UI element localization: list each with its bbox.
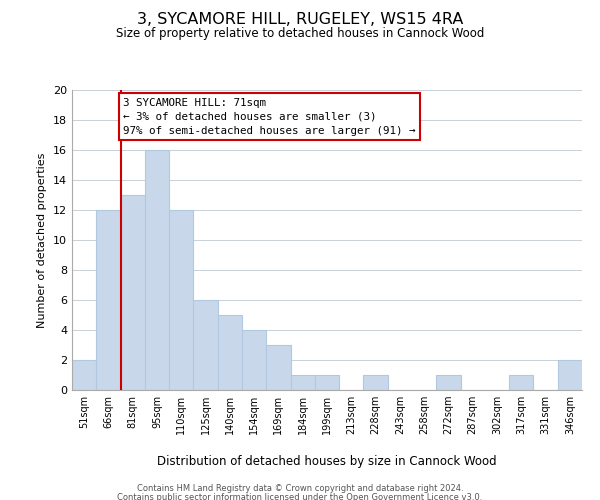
Bar [364,375,388,390]
Text: Contains HM Land Registry data © Crown copyright and database right 2024.: Contains HM Land Registry data © Crown c… [137,484,463,493]
Bar [266,345,290,390]
Bar [436,375,461,390]
Bar [193,300,218,390]
Y-axis label: Number of detached properties: Number of detached properties [37,152,47,328]
Text: 3 SYCAMORE HILL: 71sqm
← 3% of detached houses are smaller (3)
97% of semi-detac: 3 SYCAMORE HILL: 71sqm ← 3% of detached … [123,98,415,136]
Bar [509,375,533,390]
Bar [169,210,193,390]
Text: Size of property relative to detached houses in Cannock Wood: Size of property relative to detached ho… [116,28,484,40]
Text: Distribution of detached houses by size in Cannock Wood: Distribution of detached houses by size … [157,455,497,468]
Text: 3, SYCAMORE HILL, RUGELEY, WS15 4RA: 3, SYCAMORE HILL, RUGELEY, WS15 4RA [137,12,463,28]
Bar [145,150,169,390]
Bar [96,210,121,390]
Bar [218,315,242,390]
Bar [315,375,339,390]
Bar [121,195,145,390]
Bar [558,360,582,390]
Bar [290,375,315,390]
Bar [72,360,96,390]
Bar [242,330,266,390]
Text: Contains public sector information licensed under the Open Government Licence v3: Contains public sector information licen… [118,492,482,500]
